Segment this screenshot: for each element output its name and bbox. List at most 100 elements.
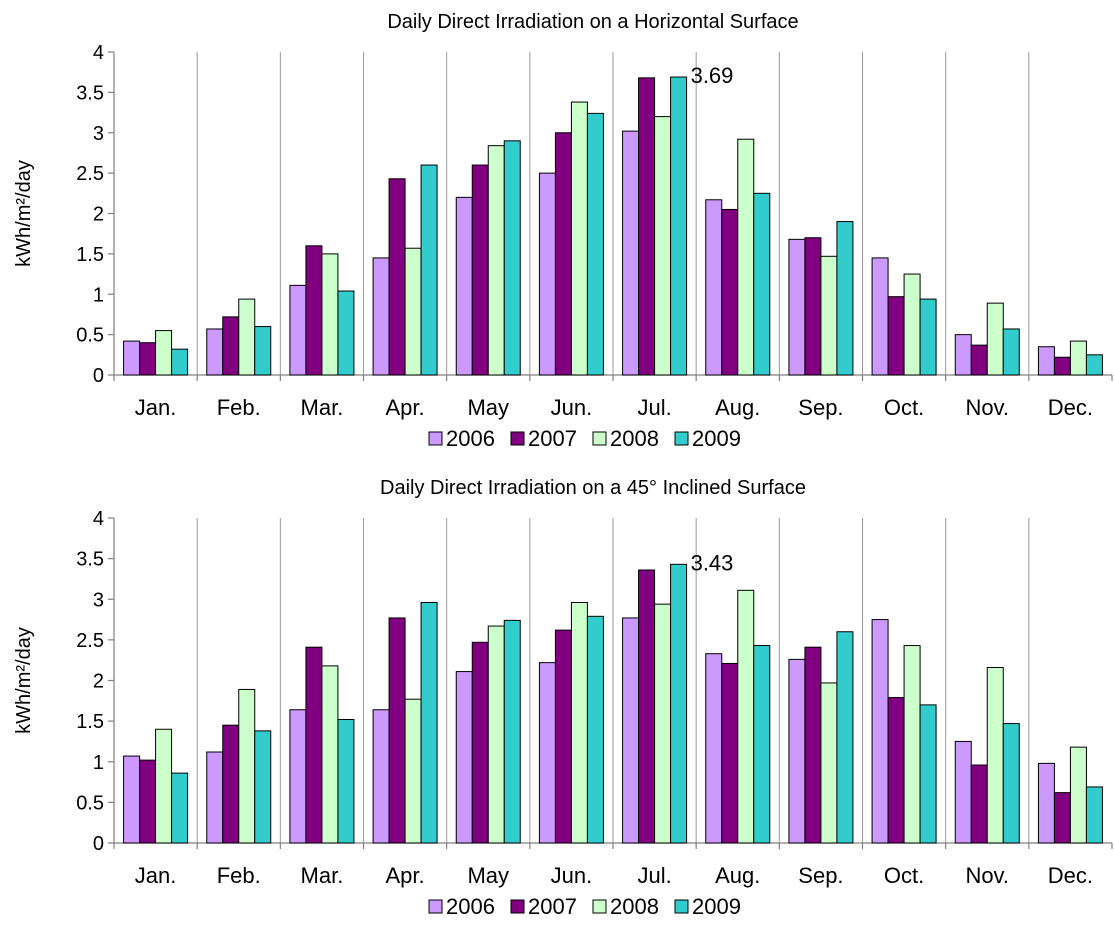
y-tick-label: 2.5 (76, 163, 104, 185)
chart-title: Daily Direct Irradiation on a 45° Inclin… (380, 477, 806, 499)
bar-2008-oct (903, 273, 921, 376)
bar-2008-apr (404, 247, 422, 376)
x-tick-label: Apr. (386, 395, 425, 420)
bar-2006-apr (372, 257, 390, 376)
y-tick-label: 1 (93, 284, 104, 306)
bar-2006-jul (622, 617, 640, 844)
x-tick-label: Aug. (715, 395, 760, 420)
bar-2006-oct (871, 257, 889, 376)
bar-2007-apr (388, 617, 406, 844)
chart-1: Daily Direct Irradiation on a Horizontal… (13, 11, 1113, 451)
data-label: 3.69 (691, 63, 734, 88)
x-tick-label: Jan. (135, 863, 177, 888)
bar-2007-jan (139, 759, 157, 844)
bar-2007-aug (721, 208, 739, 376)
x-tick-label: Oct. (884, 863, 924, 888)
legend-swatch-2008 (592, 899, 607, 914)
bar-2007-mar (305, 646, 323, 844)
bar-2009-mar (337, 290, 355, 376)
x-tick-label: Aug. (715, 863, 760, 888)
bar-2009-oct (919, 704, 937, 844)
bar-2008-nov (986, 302, 1004, 376)
x-tick-label: Oct. (884, 395, 924, 420)
bar-2008-mar (321, 665, 339, 844)
x-tick-label: Feb. (217, 863, 261, 888)
bar-2007-oct (887, 296, 905, 376)
legend-label-2007: 2007 (528, 894, 577, 919)
bar-2009-feb (254, 326, 272, 376)
bar-2007-nov (970, 344, 988, 376)
x-tick-label: Dec. (1048, 863, 1093, 888)
legend-swatch-2007 (510, 899, 525, 914)
bar-2006-may (455, 671, 473, 844)
bar-2006-aug (705, 199, 723, 376)
bar-2007-may (471, 641, 489, 844)
bar-2009-apr (420, 602, 438, 844)
bar-2008-jan (155, 330, 173, 376)
bar-2009-mar (337, 719, 355, 844)
bar-2009-jan (171, 348, 189, 376)
bar-2006-nov (954, 334, 972, 376)
bar-2008-jan (155, 728, 173, 844)
chart-2: Daily Direct Irradiation on a 45° Inclin… (13, 477, 1113, 919)
y-tick-label: 0 (93, 365, 104, 387)
legend-label-2006: 2006 (446, 894, 495, 919)
bar-2008-dec (1069, 746, 1087, 844)
bar-2008-mar (321, 253, 339, 376)
bar-2006-mar (289, 709, 307, 844)
x-tick-label: May (467, 863, 509, 888)
bar-2007-jun (554, 132, 572, 376)
y-tick-label: 3.5 (76, 549, 104, 571)
bar-2008-aug (737, 589, 755, 844)
legend-label-2008: 2008 (610, 426, 659, 451)
bar-2009-jun (586, 615, 604, 844)
bar-2006-mar (289, 284, 307, 376)
bar-2007-jan (139, 342, 157, 376)
y-tick-label: 2 (93, 204, 104, 226)
bar-2006-jun (538, 172, 556, 376)
bar-2009-nov (1002, 723, 1020, 844)
y-tick-label: 1 (93, 752, 104, 774)
bar-2009-aug (753, 645, 771, 844)
x-tick-label: Feb. (217, 395, 261, 420)
bar-2008-feb (238, 688, 256, 844)
legend-label-2006: 2006 (446, 426, 495, 451)
bar-2009-dec (1085, 786, 1103, 844)
x-tick-label: Jan. (135, 395, 177, 420)
legend-swatch-2007 (510, 431, 525, 446)
bar-2009-jul (670, 563, 688, 844)
bar-2007-nov (970, 764, 988, 844)
bar-2007-mar (305, 245, 323, 376)
x-tick-label: Sep. (798, 395, 843, 420)
bar-2006-may (455, 196, 473, 376)
bar-2007-feb (222, 316, 240, 376)
bar-2008-sep (820, 682, 838, 844)
bar-2008-jul (654, 116, 672, 376)
legend-swatch-2006 (428, 431, 443, 446)
data-label: 3.43 (691, 550, 734, 575)
x-tick-label: Jul. (637, 863, 671, 888)
bar-2008-dec (1069, 340, 1087, 376)
bar-2006-jan (123, 340, 141, 376)
bar-2006-sep (788, 658, 806, 844)
y-tick-label: 2.5 (76, 630, 104, 652)
legend-swatch-2008 (592, 431, 607, 446)
y-axis-title: kWh/m²/day (13, 627, 35, 734)
x-tick-label: Nov. (965, 395, 1009, 420)
bar-2009-feb (254, 730, 272, 844)
y-tick-label: 1.5 (76, 711, 104, 733)
bar-2006-nov (954, 740, 972, 844)
y-tick-label: 4 (93, 42, 104, 64)
bar-2007-feb (222, 724, 240, 844)
bar-2008-may (487, 625, 505, 844)
y-tick-label: 0.5 (76, 325, 104, 347)
x-tick-label: Jul. (637, 395, 671, 420)
x-tick-label: Sep. (798, 863, 843, 888)
x-tick-label: Apr. (386, 863, 425, 888)
chart-title: Daily Direct Irradiation on a Horizontal… (387, 11, 798, 33)
x-tick-label: Jun. (551, 863, 593, 888)
bar-2007-sep (804, 646, 822, 844)
bar-2008-jul (654, 603, 672, 844)
x-tick-label: Mar. (301, 863, 344, 888)
